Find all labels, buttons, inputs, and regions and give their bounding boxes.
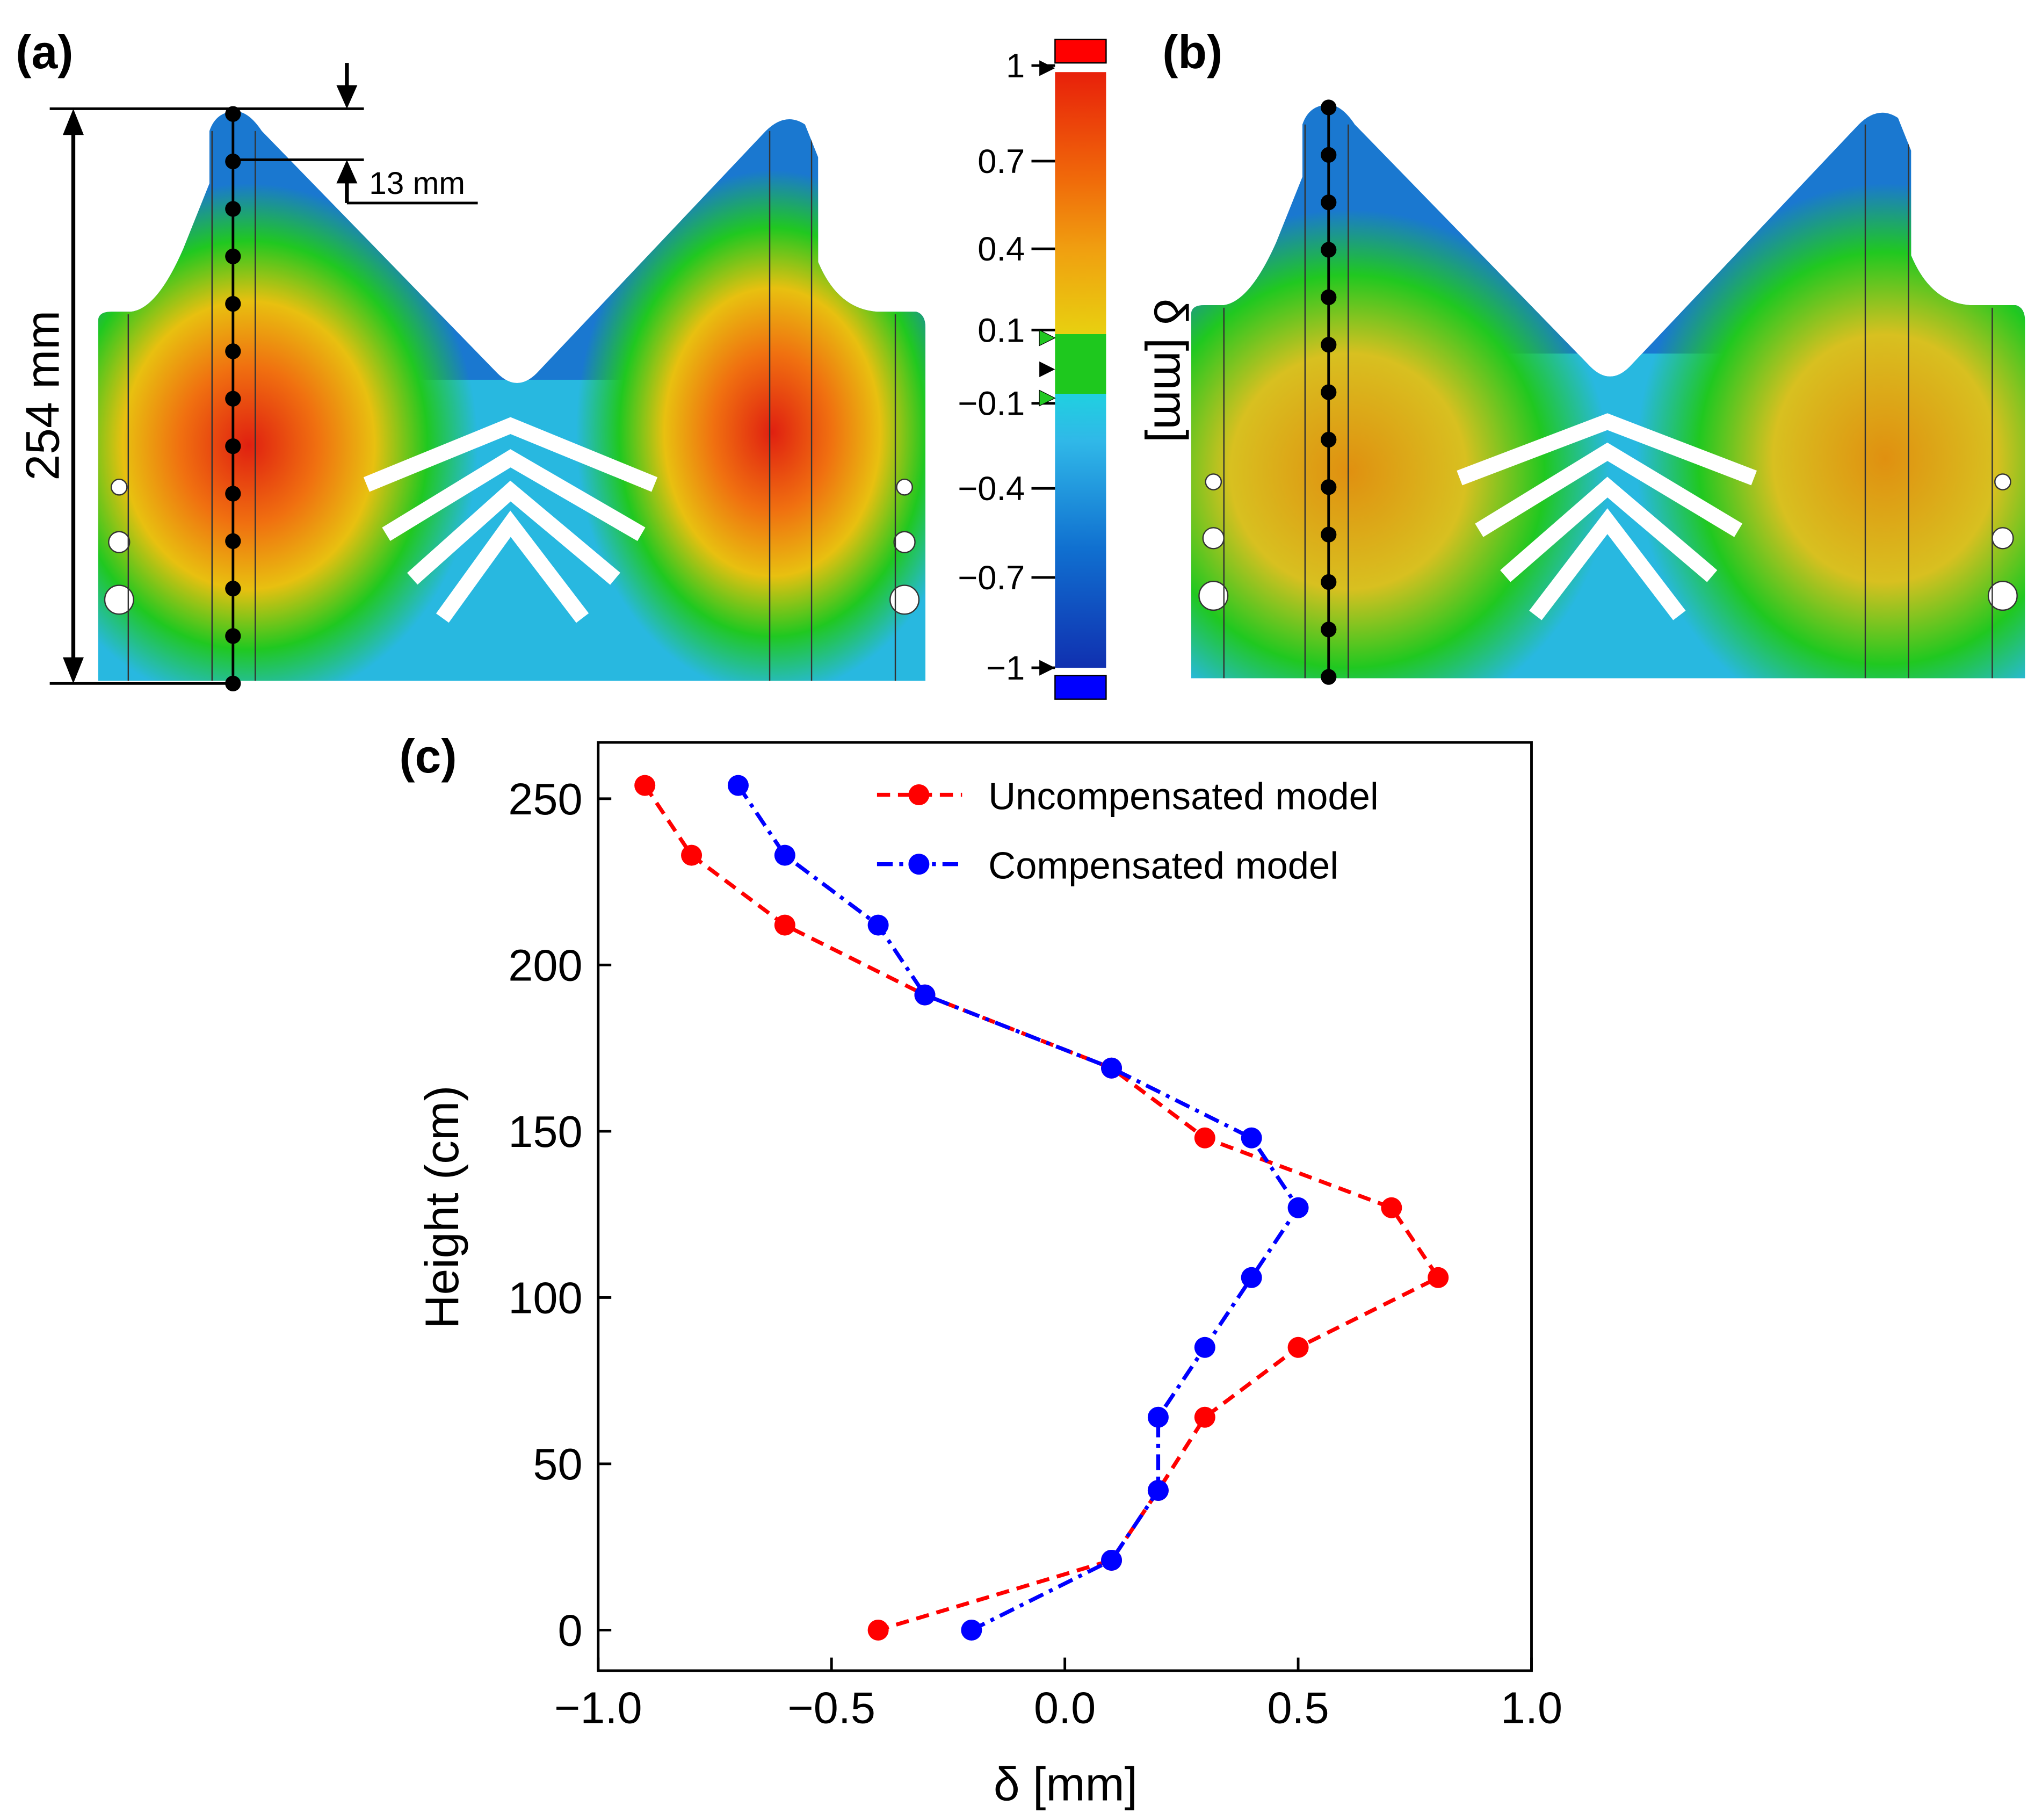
measurement-point bbox=[1321, 574, 1337, 590]
contour-plot-a bbox=[98, 111, 926, 681]
data-point bbox=[1287, 1197, 1309, 1218]
data-point bbox=[1241, 1267, 1262, 1288]
height-dimension-label: 254 mm bbox=[17, 310, 69, 481]
colorbar-tick-label: 0.1 bbox=[977, 312, 1025, 349]
y-axis-label: Height (cm) bbox=[416, 1086, 468, 1329]
measurement-point bbox=[225, 438, 241, 454]
panel-b-label: (b) bbox=[1162, 26, 1222, 78]
data-point bbox=[1147, 1479, 1169, 1501]
data-point bbox=[727, 775, 749, 796]
colorbar-tick-label: −0.1 bbox=[958, 385, 1025, 423]
spacing-dimension-label: 13 mm bbox=[369, 166, 465, 201]
measurement-point bbox=[1321, 194, 1337, 211]
data-point bbox=[1194, 1127, 1215, 1149]
data-point bbox=[1428, 1267, 1449, 1288]
dimension-254mm: 254 mm bbox=[17, 107, 364, 685]
y-tick-label: 50 bbox=[533, 1439, 582, 1489]
measurement-point bbox=[1321, 289, 1337, 306]
data-point bbox=[867, 1619, 889, 1641]
data-point bbox=[634, 775, 656, 796]
measurement-point bbox=[1321, 526, 1337, 543]
colorbar: 1 0.7 0.4 0.1 −0.1 −0.4 −0.7 −1 δ [mm] bbox=[958, 39, 1197, 700]
y-tick-label: 0 bbox=[557, 1606, 582, 1656]
panel-c-label: (c) bbox=[399, 730, 457, 783]
y-tick-label: 250 bbox=[508, 774, 582, 824]
panel-a: (a) bbox=[16, 26, 926, 691]
series-line-compensated bbox=[736, 784, 1301, 1632]
measurement-point bbox=[225, 486, 241, 502]
legend: Uncompensated model Compensated model bbox=[877, 775, 1379, 887]
measurement-points-b bbox=[1321, 99, 1337, 685]
legend-compensated: Compensated model bbox=[988, 844, 1338, 887]
x-tick-label: −0.5 bbox=[787, 1682, 875, 1732]
colorbar-tick-label: 0.4 bbox=[977, 230, 1025, 268]
data-point bbox=[681, 844, 703, 866]
x-tick-label: 0.5 bbox=[1267, 1682, 1329, 1732]
colorbar-tick-label: −0.4 bbox=[958, 470, 1025, 508]
x-tick-label: −1.0 bbox=[554, 1682, 642, 1732]
y-tick-label: 150 bbox=[508, 1107, 582, 1157]
colorbar-tick-label: −0.7 bbox=[958, 559, 1025, 597]
data-point bbox=[1287, 1337, 1309, 1358]
data-point bbox=[867, 914, 889, 936]
contour-plot-b bbox=[1191, 105, 2025, 678]
measurement-point bbox=[225, 628, 241, 644]
measurement-point bbox=[1321, 669, 1337, 685]
x-tick-label: 1.0 bbox=[1501, 1682, 1562, 1732]
panel-b: (b) bbox=[1162, 26, 2025, 685]
measurement-point bbox=[225, 201, 241, 217]
panel-a-label: (a) bbox=[16, 26, 73, 78]
colorbar-tick-label: 1 bbox=[1006, 47, 1025, 85]
measurement-point bbox=[1321, 242, 1337, 258]
measurement-point bbox=[225, 533, 241, 549]
colorbar-title: δ [mm] bbox=[1145, 299, 1197, 443]
colorbar-tick-label: −1 bbox=[986, 649, 1025, 687]
measurement-point bbox=[1321, 622, 1337, 638]
measurement-point bbox=[1321, 384, 1337, 400]
colorbar-tick-label: 0.7 bbox=[977, 143, 1025, 180]
data-point bbox=[914, 984, 936, 1006]
measurement-point bbox=[225, 295, 241, 312]
measurement-point bbox=[225, 581, 241, 597]
legend-uncompensated: Uncompensated model bbox=[988, 775, 1379, 817]
measurement-point bbox=[225, 391, 241, 407]
data-point bbox=[1101, 1057, 1123, 1079]
measurement-point bbox=[225, 248, 241, 264]
x-axis-label: δ [mm] bbox=[994, 1758, 1138, 1810]
data-point bbox=[1101, 1549, 1123, 1571]
data-point bbox=[1381, 1197, 1402, 1218]
data-point bbox=[1241, 1127, 1262, 1149]
data-point bbox=[961, 1619, 982, 1641]
data-point bbox=[1147, 1406, 1169, 1428]
measurement-point bbox=[1321, 99, 1337, 115]
data-point bbox=[774, 914, 795, 936]
x-tick-label: 0.0 bbox=[1034, 1682, 1096, 1732]
dimension-13mm: 13 mm bbox=[233, 63, 478, 205]
measurement-point bbox=[1321, 479, 1337, 495]
data-point bbox=[1194, 1406, 1215, 1428]
panel-c: (c) −1.0 −0.5 0.0 0.5 1.0 0 50 100 150 200 250 Un… bbox=[399, 730, 1562, 1810]
measurement-point bbox=[225, 343, 241, 359]
measurement-point bbox=[1321, 431, 1337, 448]
series-line-uncompensated bbox=[643, 784, 1442, 1632]
y-tick-label: 200 bbox=[508, 941, 582, 991]
measurement-point bbox=[1321, 337, 1337, 353]
measurement-point bbox=[1321, 147, 1337, 163]
measurement-point bbox=[225, 153, 241, 170]
data-point bbox=[1194, 1337, 1215, 1358]
data-point bbox=[774, 844, 795, 866]
y-tick-label: 100 bbox=[508, 1273, 582, 1323]
